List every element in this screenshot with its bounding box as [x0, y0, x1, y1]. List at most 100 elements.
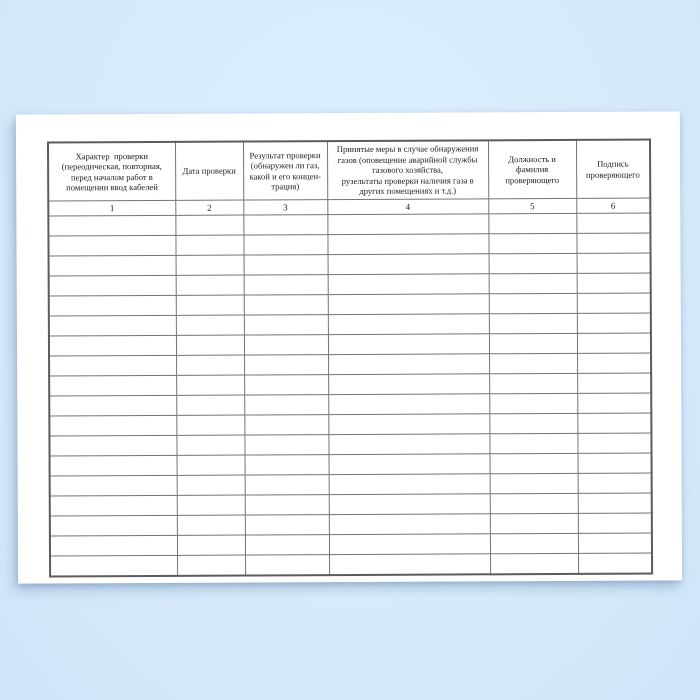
table-cell	[176, 375, 245, 396]
table-cell	[576, 253, 651, 274]
table-cell	[577, 513, 652, 534]
table-cell	[176, 455, 245, 476]
table-cell	[577, 533, 653, 554]
table-cell	[577, 473, 652, 494]
table-cell	[49, 395, 177, 416]
table-cell	[176, 495, 245, 516]
table-cell	[243, 314, 328, 336]
table-cell	[49, 415, 177, 436]
table-cell	[489, 373, 578, 394]
table-cell	[175, 335, 245, 356]
table-cell	[328, 453, 490, 475]
table-cell	[327, 273, 489, 295]
table-cell	[488, 333, 578, 354]
table-cell	[244, 534, 330, 556]
table-cell	[244, 514, 329, 536]
column-number: 4	[327, 198, 489, 215]
table-cell	[490, 553, 579, 575]
table-cell	[244, 434, 329, 456]
table-cell	[176, 535, 246, 556]
table-cell	[577, 493, 652, 514]
column-number: 5	[488, 198, 577, 214]
table-cell	[577, 373, 652, 394]
table-cell	[489, 413, 578, 434]
table-cell	[244, 454, 329, 476]
table-cell	[576, 273, 651, 294]
table-cell	[243, 274, 328, 296]
table-cell	[175, 215, 244, 236]
table-cell	[488, 253, 577, 274]
table-cell	[328, 373, 490, 395]
table-cell	[328, 433, 490, 455]
table-cell	[488, 273, 577, 294]
table-cell	[243, 254, 328, 276]
table-cell	[48, 215, 176, 236]
table-cell	[577, 453, 652, 474]
table-cell	[48, 315, 176, 336]
table-cell	[489, 533, 579, 554]
table-cell	[577, 353, 652, 374]
table-cell	[576, 293, 651, 314]
table-body	[48, 213, 653, 577]
table-cell	[244, 414, 329, 436]
table-cell	[328, 493, 490, 515]
table-cell	[245, 554, 330, 576]
table-cell	[488, 213, 577, 234]
table-cell	[49, 495, 177, 516]
table-cell	[327, 293, 489, 315]
column-number: 1	[48, 200, 176, 216]
table-cell	[49, 515, 177, 536]
column-header-check-type: Характер проверки (переодическая, повтор…	[47, 141, 176, 201]
table-cell	[328, 353, 490, 375]
table-cell	[243, 334, 329, 356]
column-header-check-result: Результат проверки (обнаружен ли газ, ка…	[242, 141, 328, 201]
table-cell	[328, 473, 490, 495]
table-cell	[489, 493, 578, 514]
table-cell	[576, 213, 651, 234]
table-cell	[48, 255, 176, 276]
table-cell	[329, 553, 491, 576]
table-cell	[489, 353, 578, 374]
column-header-inspector-name: Должность и фамилия проверяющего	[487, 139, 577, 199]
table-cell	[244, 494, 329, 516]
table-cell	[175, 315, 244, 336]
table-cell	[327, 313, 489, 335]
table-cell	[327, 213, 489, 235]
table-cell	[49, 455, 177, 476]
column-number: 6	[576, 198, 651, 214]
table-cell	[176, 475, 245, 496]
table-cell	[175, 295, 244, 316]
table-cell	[244, 394, 329, 416]
table-cell	[327, 233, 489, 255]
inspection-log-table: Характер проверки (переодическая, повтор…	[46, 138, 654, 578]
table-cell	[48, 235, 176, 256]
table-cell	[576, 313, 651, 334]
table-cell	[489, 393, 578, 414]
table-cell	[327, 333, 490, 355]
table-cell	[577, 433, 652, 454]
table-cell	[488, 233, 577, 254]
table-cell	[577, 393, 652, 414]
table-cell	[328, 393, 490, 415]
table-cell	[243, 294, 328, 316]
table-cell	[48, 275, 176, 296]
column-header-signature: Подпись проверяющего	[575, 139, 651, 199]
table-cell	[177, 555, 246, 576]
table-cell	[49, 535, 178, 556]
table-cell	[50, 555, 178, 577]
table-cell	[175, 275, 244, 296]
table-cell	[577, 413, 652, 434]
table-cell	[48, 335, 177, 356]
table-cell	[327, 253, 489, 275]
table-cell	[49, 435, 177, 456]
table-cell	[489, 453, 578, 474]
table-cell	[244, 354, 329, 376]
table-cell	[328, 413, 490, 435]
table-cell	[244, 374, 329, 396]
table-cell	[176, 515, 245, 536]
header-row: Характер проверки (переодическая, повтор…	[47, 139, 651, 201]
table-cell	[175, 255, 244, 276]
column-number: 3	[243, 199, 328, 216]
paper-sheet: Характер проверки (переодическая, повтор…	[15, 111, 683, 584]
table-cell	[243, 234, 328, 256]
